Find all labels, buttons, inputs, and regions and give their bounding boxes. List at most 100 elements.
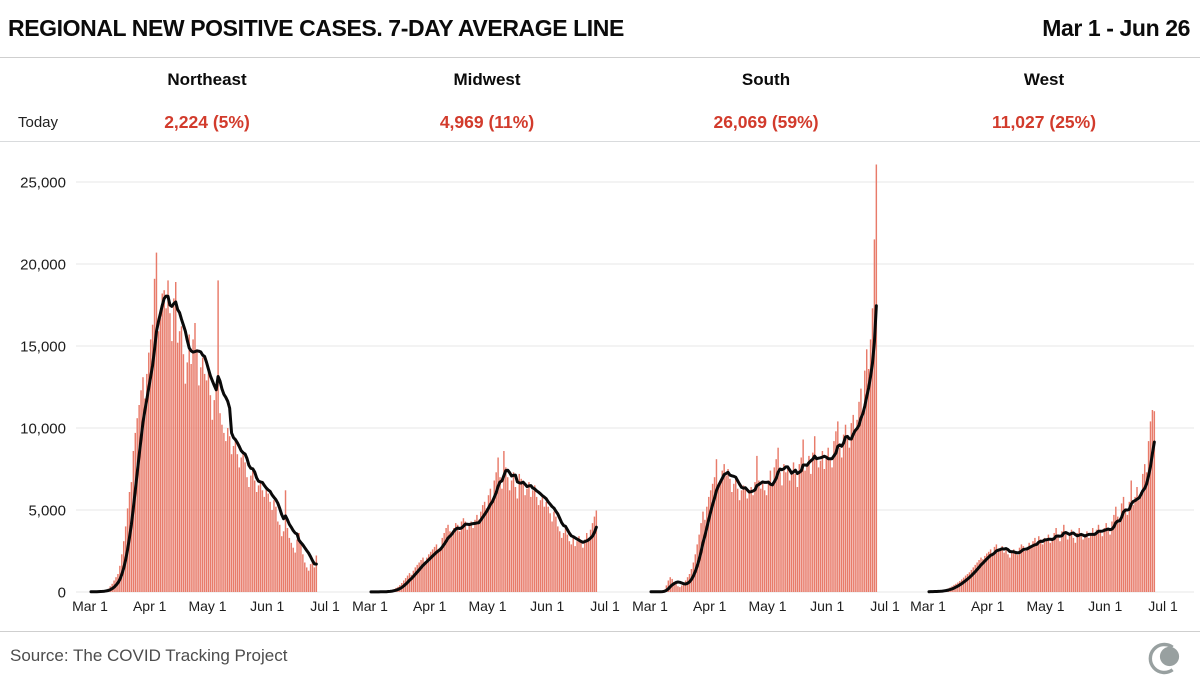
bar bbox=[201, 357, 204, 592]
bar bbox=[555, 516, 557, 592]
bar bbox=[435, 544, 438, 592]
bar bbox=[288, 537, 291, 592]
bar bbox=[777, 447, 779, 592]
x-tick-label: Jun 1 bbox=[810, 598, 844, 614]
page-title: REGIONAL NEW POSITIVE CASES. 7-DAY AVERA… bbox=[8, 15, 624, 41]
bar bbox=[1147, 441, 1150, 592]
bar bbox=[1034, 537, 1036, 592]
bar bbox=[483, 501, 486, 592]
bar bbox=[232, 446, 235, 592]
bar bbox=[474, 519, 476, 592]
bar bbox=[412, 570, 415, 592]
bar bbox=[265, 488, 267, 592]
bar bbox=[302, 554, 304, 592]
bar bbox=[773, 467, 775, 592]
bar bbox=[961, 579, 963, 592]
bar bbox=[858, 401, 860, 592]
bar bbox=[422, 557, 424, 592]
today-value-south: 26,069 (59%) bbox=[713, 112, 819, 132]
bar bbox=[713, 477, 716, 592]
y-tick-label: 0 bbox=[58, 585, 66, 602]
bar bbox=[472, 528, 474, 592]
bar bbox=[865, 349, 868, 592]
bar bbox=[223, 432, 225, 592]
bar bbox=[1038, 536, 1040, 592]
bar bbox=[230, 454, 233, 592]
bar bbox=[738, 500, 741, 592]
bar bbox=[296, 539, 298, 592]
bar bbox=[860, 388, 862, 592]
bar bbox=[562, 533, 565, 592]
bar bbox=[508, 490, 511, 592]
bar bbox=[194, 323, 196, 592]
panel-northeast: Mar 1 Apr 1 May 1 Jun 1 Jul 1 bbox=[72, 252, 340, 614]
bar bbox=[537, 505, 540, 592]
bar bbox=[578, 536, 580, 592]
bar bbox=[783, 464, 785, 592]
bar bbox=[781, 485, 783, 592]
bar bbox=[449, 531, 451, 592]
bar bbox=[512, 472, 515, 592]
bar bbox=[1130, 480, 1132, 592]
bar bbox=[408, 573, 411, 592]
bar bbox=[144, 398, 146, 592]
bar bbox=[837, 421, 839, 592]
bar bbox=[1111, 521, 1113, 592]
bar bbox=[833, 441, 835, 592]
avg-line bbox=[369, 468, 598, 594]
bar bbox=[683, 583, 685, 592]
bar bbox=[234, 439, 237, 592]
bar bbox=[754, 482, 756, 592]
bar bbox=[524, 495, 526, 592]
bar bbox=[485, 508, 488, 592]
bar bbox=[169, 313, 171, 592]
bar bbox=[1022, 546, 1025, 592]
bar bbox=[1065, 533, 1067, 592]
bar bbox=[431, 549, 434, 592]
bar bbox=[1057, 536, 1059, 592]
bar bbox=[825, 457, 827, 592]
bar bbox=[1134, 496, 1136, 592]
bar bbox=[433, 546, 436, 592]
bar bbox=[864, 370, 866, 592]
bar bbox=[426, 557, 428, 592]
bar bbox=[192, 339, 194, 592]
bar bbox=[763, 490, 766, 592]
bar bbox=[418, 562, 420, 592]
bar bbox=[997, 551, 1000, 592]
bar bbox=[733, 483, 735, 592]
bar bbox=[850, 423, 853, 592]
bar bbox=[176, 342, 179, 592]
bar bbox=[186, 362, 189, 592]
bar bbox=[503, 451, 505, 592]
bar bbox=[999, 548, 1001, 592]
bar bbox=[723, 464, 725, 592]
bar bbox=[591, 523, 594, 592]
bar bbox=[839, 447, 841, 592]
bar bbox=[428, 554, 430, 592]
bar bbox=[535, 496, 538, 592]
bar bbox=[1016, 555, 1019, 592]
bar bbox=[1043, 537, 1046, 592]
bar bbox=[1072, 537, 1075, 592]
daily-bars bbox=[370, 451, 598, 592]
x-tick-label: Jun 1 bbox=[530, 598, 564, 614]
bar bbox=[290, 542, 293, 592]
bar bbox=[547, 506, 549, 592]
bar bbox=[1090, 533, 1092, 592]
bar bbox=[305, 567, 308, 592]
bar bbox=[1018, 547, 1021, 592]
bar bbox=[1001, 546, 1003, 592]
covid-tracking-project-logo-icon bbox=[1148, 642, 1180, 675]
bar bbox=[1076, 533, 1079, 592]
bar bbox=[1045, 539, 1048, 592]
bar bbox=[976, 562, 978, 592]
bar bbox=[1151, 410, 1154, 592]
bar bbox=[995, 544, 998, 592]
bar bbox=[153, 278, 156, 592]
bar bbox=[453, 528, 455, 592]
today-row-label: Today bbox=[18, 114, 59, 131]
bar bbox=[991, 554, 994, 592]
bar bbox=[587, 537, 590, 592]
bar bbox=[1078, 528, 1080, 592]
